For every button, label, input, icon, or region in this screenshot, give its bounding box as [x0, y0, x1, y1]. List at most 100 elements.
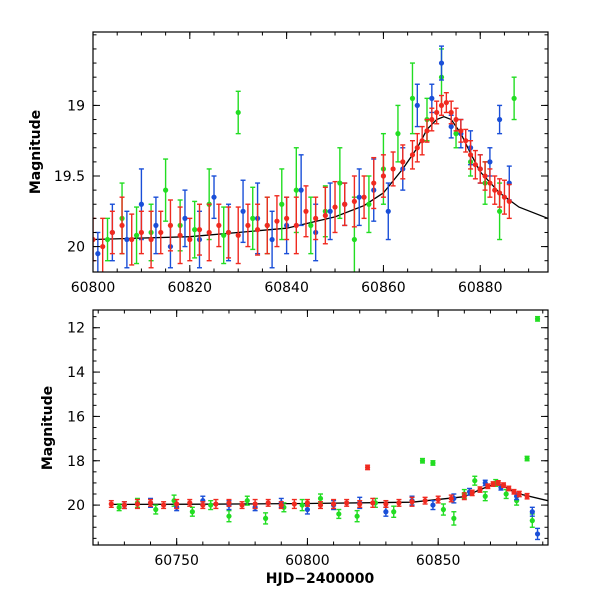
data-point [221, 232, 227, 238]
data-point [225, 229, 232, 236]
data-point [308, 222, 314, 229]
data-point [187, 236, 193, 243]
data-point [182, 215, 188, 221]
x-tick-label: 60820 [168, 280, 213, 296]
data-point [419, 458, 426, 464]
data-point [213, 501, 219, 507]
top-axes-frame [92, 31, 549, 273]
data-point [482, 173, 488, 179]
data-point [174, 501, 180, 507]
data-point [472, 162, 478, 168]
data-point [298, 187, 304, 193]
data-point [147, 500, 154, 506]
data-point [304, 500, 311, 506]
data-point [226, 513, 232, 519]
data-point [429, 95, 435, 101]
data-point [496, 208, 503, 214]
top-y-axis-label: Magnitude [28, 110, 44, 194]
y-tick-label: 18 [67, 454, 85, 470]
data-point [317, 502, 324, 508]
data-point [262, 515, 269, 521]
data-point [216, 222, 222, 229]
data-point [104, 236, 111, 243]
bottom-axes-frame [92, 309, 549, 546]
data-point [208, 502, 214, 508]
data-point [390, 166, 396, 172]
data-point [124, 236, 130, 243]
data-point [467, 152, 474, 158]
data-point [344, 500, 350, 506]
data-point [534, 531, 541, 537]
data-point [414, 102, 420, 109]
data-point [487, 180, 493, 186]
data-point [293, 187, 299, 193]
data-point [400, 159, 406, 165]
data-point [506, 485, 512, 492]
data-point [458, 128, 464, 134]
data-point [453, 116, 459, 123]
data-point [409, 152, 416, 158]
data-point [148, 236, 154, 243]
data-point [451, 515, 457, 521]
data-point [485, 483, 491, 489]
data-point [252, 501, 258, 507]
data-point [503, 491, 509, 497]
data-point [500, 482, 507, 488]
y-tick-label: 19.5 [54, 169, 85, 185]
data-point [424, 128, 430, 134]
data-point [332, 204, 338, 210]
data-point [370, 500, 376, 506]
y-tick-label: 14 [67, 365, 85, 381]
data-point [495, 480, 501, 486]
y-tick-label: 12 [67, 321, 85, 337]
y-tick-label: 16 [67, 409, 85, 425]
data-point [380, 173, 387, 179]
data-point [354, 513, 360, 519]
data-point [226, 500, 232, 506]
x-tick-label: 60860 [361, 280, 406, 296]
data-point [463, 138, 469, 144]
data-point [409, 499, 415, 505]
data-point [438, 60, 445, 66]
data-point [448, 109, 454, 116]
data-point [356, 194, 362, 200]
data-point [487, 159, 493, 165]
data-point [361, 194, 367, 200]
data-point [482, 493, 488, 499]
data-point [200, 502, 206, 508]
data-point [269, 236, 275, 243]
data-point [357, 501, 363, 507]
data-point [391, 509, 397, 515]
y-tick-label: 19 [67, 98, 85, 114]
data-point [366, 201, 372, 207]
data-point [95, 251, 101, 257]
x-tick-label: 60850 [416, 553, 461, 569]
data-point [278, 502, 284, 508]
data-point [264, 222, 270, 229]
x-axis-label: HJD−2400000 [266, 571, 375, 587]
data-point [167, 222, 174, 229]
bottom-y-axis-label: Magnitude [40, 386, 56, 470]
data-point [409, 95, 416, 101]
data-point [524, 455, 530, 462]
data-point [211, 194, 217, 200]
data-point [477, 166, 483, 172]
y-tick-label: 20 [67, 240, 85, 256]
data-point [395, 131, 401, 137]
data-point [490, 481, 496, 487]
data-point [192, 227, 198, 233]
data-point [108, 501, 114, 507]
data-point [364, 464, 371, 471]
x-tick-label: 60750 [154, 553, 199, 569]
data-point [116, 504, 122, 510]
data-point [284, 215, 290, 221]
data-point [177, 232, 183, 238]
data-point [472, 478, 478, 484]
data-point [299, 502, 305, 508]
data-point [119, 222, 125, 229]
data-point [279, 201, 285, 207]
data-point [163, 187, 169, 193]
data-point [438, 102, 445, 109]
data-point [511, 489, 517, 495]
